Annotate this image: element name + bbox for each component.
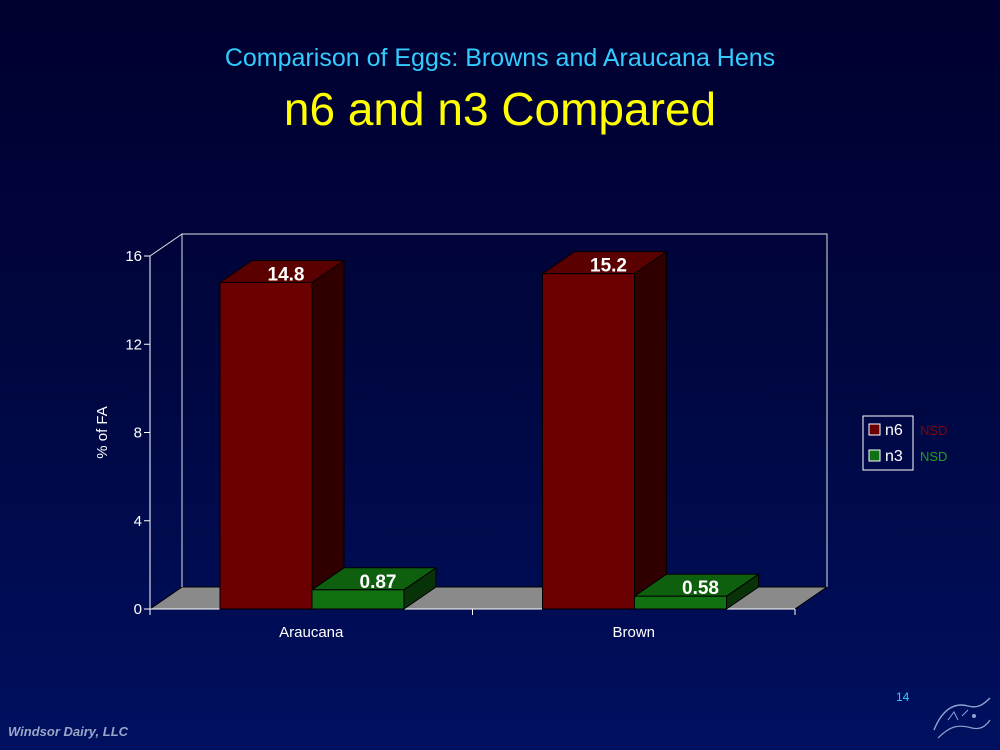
y-axis-title: % of FA — [94, 406, 111, 459]
bar-n6-brown — [540, 250, 669, 610]
x-axis: Araucana Brown — [149, 608, 796, 641]
legend: n6 NSD n3 NSD — [862, 415, 947, 471]
slide-number: 14 — [896, 690, 910, 704]
legend-note-n6: NSD — [920, 423, 947, 438]
bars — [218, 250, 761, 610]
bar-side — [634, 250, 667, 610]
bar-front — [219, 281, 313, 610]
legend-swatch-n6 — [868, 423, 881, 436]
legend-label-n6: n6 — [885, 422, 903, 439]
chart-side-edge — [149, 233, 183, 257]
y-tick-label: 0 — [134, 601, 142, 618]
bar-n3-araucana — [310, 566, 438, 610]
bar-front — [311, 589, 405, 610]
slide-subtitle: Comparison of Eggs: Browns and Araucana … — [224, 44, 776, 72]
x-tick-label: Brown — [612, 624, 655, 641]
y-tick-label: 4 — [134, 513, 142, 530]
data-labels: 14.8 0.87 15.2 0.58 — [268, 256, 719, 600]
bar-front — [634, 595, 727, 610]
legend-note-n3: NSD — [920, 449, 947, 464]
legend-label-n3: n3 — [885, 448, 903, 465]
bar-side — [311, 259, 345, 610]
legend-box — [862, 415, 914, 471]
y-tick-label: 16 — [125, 248, 142, 265]
data-label-n6-araucana: 14.8 — [268, 264, 305, 285]
data-label-n3-araucana: 0.87 — [360, 572, 397, 593]
chart-back-wall — [181, 233, 828, 587]
company-logo-icon — [933, 697, 991, 739]
data-label-n6-brown: 15.2 — [590, 256, 627, 277]
bar-front — [542, 273, 635, 610]
legend-swatch-n3 — [868, 449, 881, 462]
x-tick-label: Araucana — [279, 624, 344, 641]
bar-n6-araucana — [218, 259, 346, 610]
data-label-n3-brown: 0.58 — [682, 578, 719, 599]
footer-company: Windsor Dairy, LLC — [8, 724, 129, 739]
y-tick-label: 8 — [134, 425, 142, 442]
bar-n3-brown — [632, 573, 761, 610]
slide-title: n6 and n3 Compared — [283, 83, 717, 135]
y-tick-label: 12 — [125, 336, 142, 353]
y-axis: 0 4 8 12 16 % of FA — [94, 248, 151, 618]
